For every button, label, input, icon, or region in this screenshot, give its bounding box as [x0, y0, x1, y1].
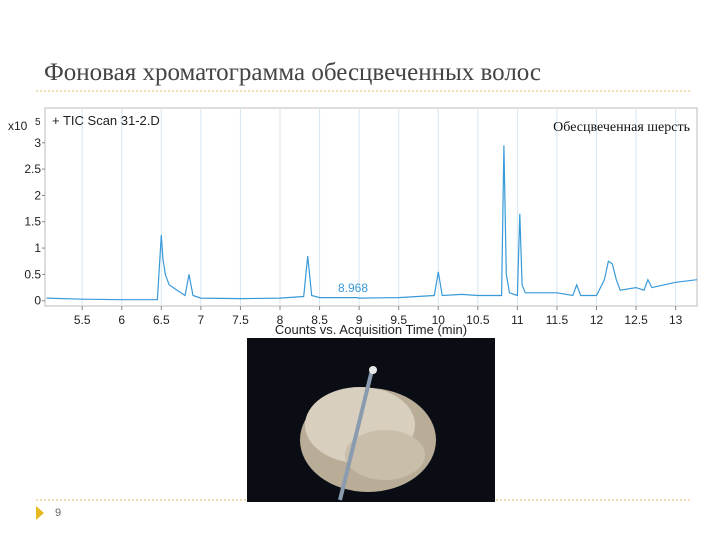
bullet-arrow	[36, 506, 44, 520]
y-scale-label: x10	[8, 119, 28, 133]
y-tick-label: 3	[34, 136, 41, 150]
slide-title: Фоновая хроматограмма обесцвеченных воло…	[44, 59, 541, 86]
x-tick-label: 8.5	[311, 313, 328, 327]
x-tick-label: 7	[198, 313, 205, 327]
x-tick-label: 10	[432, 313, 446, 327]
peak-annotation: 8.968	[338, 281, 368, 295]
x-axis-label: Counts vs. Acquisition Time (min)	[275, 322, 467, 337]
chromatogram-line	[46, 145, 698, 301]
plot-area	[44, 107, 698, 307]
x-tick-label: 7.5	[232, 313, 249, 327]
x-tick-label: 5.5	[74, 313, 91, 327]
x-tick-label: 9.5	[390, 313, 407, 327]
x-tick-label: 8	[277, 313, 284, 327]
plot-title: + TIC Scan 31-2.D	[52, 113, 160, 128]
page-number: 9	[55, 507, 61, 519]
x-tick-label: 13	[669, 313, 683, 327]
y-tick-label: 1	[34, 241, 41, 255]
y-tick-label: 2.5	[24, 162, 41, 176]
y-tick-label: 0	[34, 294, 41, 308]
y-scale-exponent: 5	[35, 117, 41, 128]
y-tick-label: 1.5	[24, 215, 41, 229]
x-tick-label: 6	[118, 313, 125, 327]
x-tick-label: 12	[590, 313, 604, 327]
x-tick-label: 10.5	[466, 313, 490, 327]
x-tick-label: 11	[511, 313, 524, 327]
pin	[338, 369, 374, 501]
photo	[247, 338, 495, 502]
x-tick-label: 12.5	[624, 313, 648, 327]
x-tick-label: 6.5	[153, 313, 170, 327]
sample-label: Обесцвеченная шерсть	[553, 120, 690, 135]
x-tick-label: 11.5	[546, 313, 569, 327]
hair-highlight	[345, 430, 425, 480]
y-tick-label: 0.5	[24, 267, 41, 281]
x-tick-label: 9	[356, 313, 363, 327]
y-tick-label: 2	[34, 188, 41, 202]
pin-head	[369, 366, 377, 374]
